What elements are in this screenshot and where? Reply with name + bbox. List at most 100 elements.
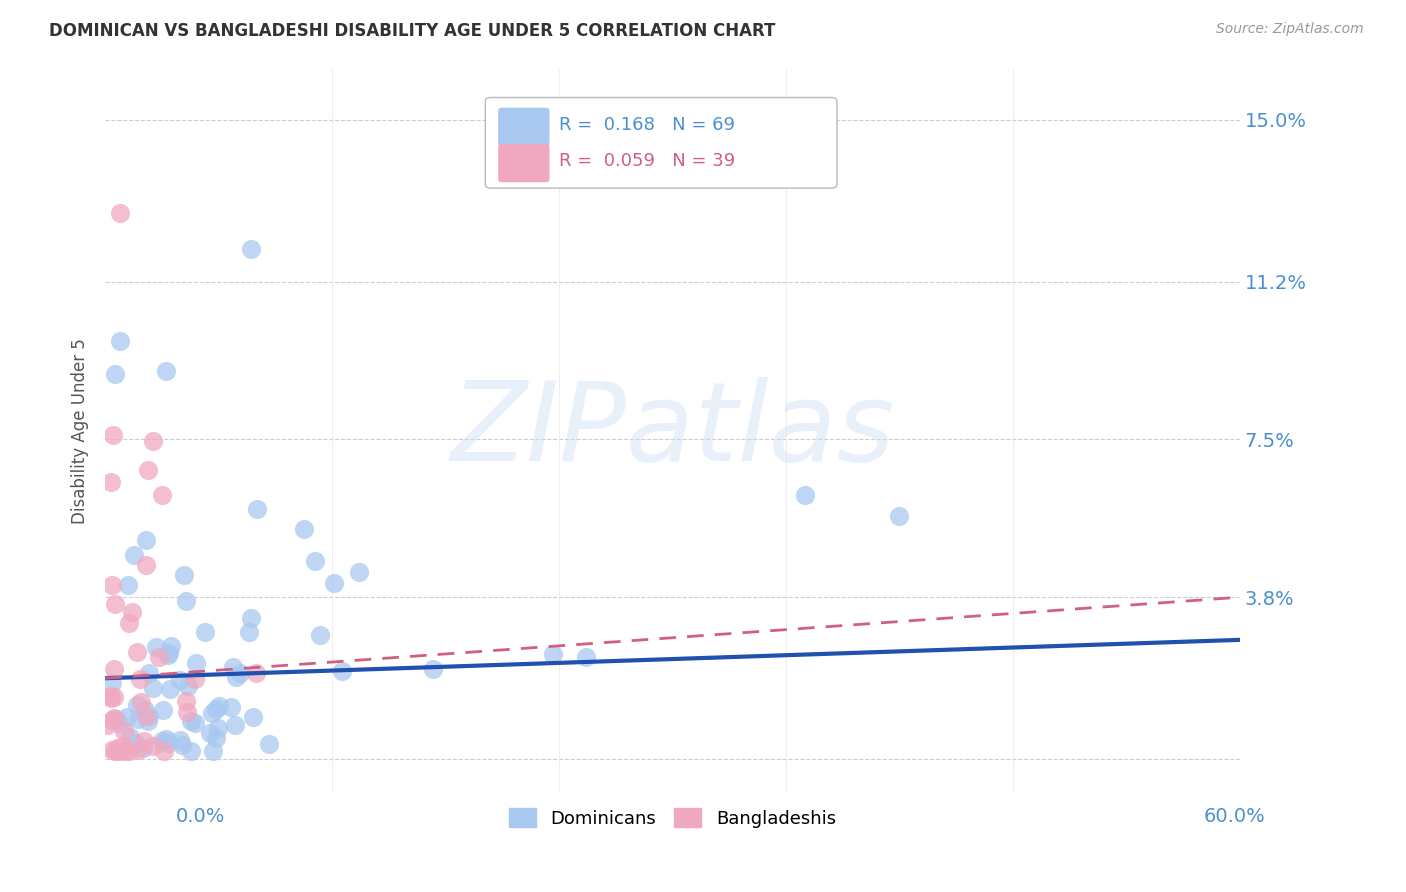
- Point: [142, 739, 165, 753]
- Point: [110, 206, 132, 220]
- Point: [330, 664, 353, 678]
- Point: [127, 712, 149, 726]
- Point: [240, 242, 263, 256]
- Point: [174, 694, 197, 708]
- Point: [224, 718, 246, 732]
- Point: [201, 706, 224, 720]
- Point: [194, 624, 217, 639]
- Point: [205, 731, 228, 745]
- Point: [242, 709, 264, 723]
- Point: [101, 676, 124, 690]
- Point: [125, 645, 148, 659]
- Point: [114, 744, 136, 758]
- Point: [145, 640, 167, 654]
- Point: [304, 554, 326, 568]
- Point: [101, 743, 124, 757]
- FancyBboxPatch shape: [485, 97, 837, 188]
- Point: [889, 509, 911, 524]
- Point: [101, 713, 124, 727]
- Point: [225, 670, 247, 684]
- Point: [117, 578, 139, 592]
- Point: [135, 533, 157, 547]
- Text: R =  0.059   N = 39: R = 0.059 N = 39: [560, 153, 735, 170]
- Point: [103, 662, 125, 676]
- Point: [157, 646, 180, 660]
- Point: [205, 701, 228, 715]
- Point: [543, 648, 565, 662]
- Point: [105, 712, 128, 726]
- Point: [157, 736, 180, 750]
- Point: [150, 488, 173, 502]
- Point: [118, 730, 141, 744]
- Point: [148, 649, 170, 664]
- Point: [157, 648, 180, 662]
- Point: [112, 724, 135, 739]
- Point: [793, 488, 815, 502]
- Point: [180, 714, 202, 729]
- Point: [103, 711, 125, 725]
- Text: DOMINICAN VS BANGLADESHI DISABILITY AGE UNDER 5 CORRELATION CHART: DOMINICAN VS BANGLADESHI DISABILITY AGE …: [49, 22, 776, 40]
- Point: [150, 734, 173, 748]
- Point: [322, 576, 344, 591]
- Point: [105, 741, 128, 756]
- Text: 0.0%: 0.0%: [176, 807, 225, 826]
- Point: [347, 565, 370, 579]
- Point: [229, 666, 252, 681]
- Point: [142, 434, 165, 449]
- Point: [184, 673, 207, 687]
- Point: [159, 639, 181, 653]
- Point: [257, 737, 280, 751]
- Point: [155, 364, 177, 378]
- Point: [100, 475, 122, 489]
- Point: [292, 522, 315, 536]
- Point: [104, 744, 127, 758]
- Legend: Dominicans, Bangladeshis: Dominicans, Bangladeshis: [502, 801, 844, 835]
- Point: [153, 744, 176, 758]
- Point: [132, 741, 155, 756]
- Text: 60.0%: 60.0%: [1204, 807, 1265, 826]
- Point: [174, 594, 197, 608]
- Point: [124, 735, 146, 749]
- Point: [132, 734, 155, 748]
- Point: [101, 428, 124, 442]
- Point: [422, 662, 444, 676]
- Point: [135, 558, 157, 572]
- Point: [118, 615, 141, 630]
- Point: [169, 732, 191, 747]
- Point: [198, 725, 221, 739]
- Point: [115, 710, 138, 724]
- Point: [136, 714, 159, 728]
- Point: [176, 705, 198, 719]
- FancyBboxPatch shape: [499, 145, 548, 182]
- Point: [173, 568, 195, 582]
- Point: [152, 703, 174, 717]
- Point: [104, 367, 127, 381]
- Point: [155, 731, 177, 746]
- Point: [129, 695, 152, 709]
- Point: [309, 628, 332, 642]
- Point: [159, 681, 181, 696]
- Point: [169, 673, 191, 688]
- Point: [245, 666, 267, 681]
- Point: [100, 691, 122, 706]
- Point: [246, 502, 269, 516]
- Point: [135, 709, 157, 723]
- Point: [238, 625, 260, 640]
- Point: [108, 334, 131, 348]
- Point: [201, 744, 224, 758]
- Point: [183, 715, 205, 730]
- Point: [108, 715, 131, 730]
- Point: [108, 744, 131, 758]
- FancyBboxPatch shape: [499, 109, 548, 145]
- Point: [172, 738, 194, 752]
- Point: [127, 743, 149, 757]
- Point: [134, 703, 156, 717]
- Point: [186, 656, 208, 670]
- Y-axis label: Disability Age Under 5: Disability Age Under 5: [72, 338, 89, 524]
- Point: [129, 672, 152, 686]
- Point: [208, 699, 231, 714]
- Point: [121, 606, 143, 620]
- Point: [180, 744, 202, 758]
- Point: [221, 660, 243, 674]
- Point: [575, 649, 598, 664]
